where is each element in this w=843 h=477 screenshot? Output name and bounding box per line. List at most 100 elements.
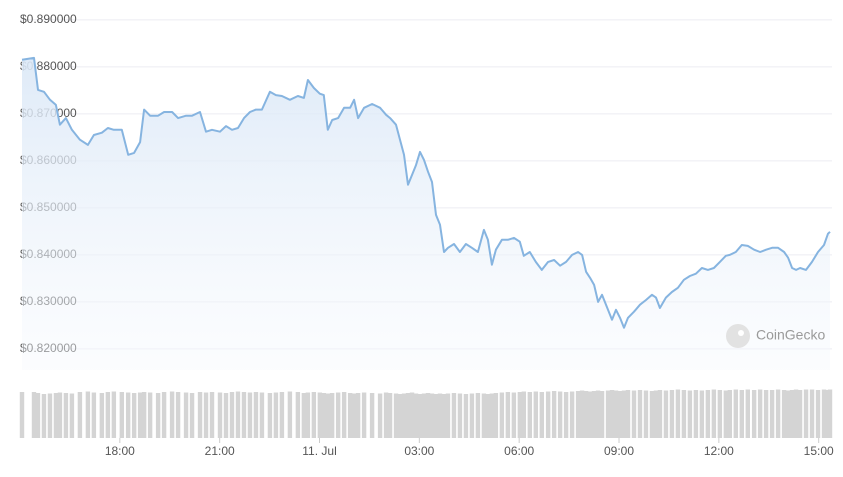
x-tick-label: 18:00	[105, 444, 135, 458]
volume-bar	[583, 391, 589, 438]
volume-bar	[505, 392, 511, 438]
volume-bar	[19, 392, 25, 438]
volume-bar	[273, 392, 279, 438]
volume-bar	[99, 393, 105, 438]
volume-bar	[209, 392, 215, 438]
volume-bar	[317, 392, 323, 438]
volume-bar	[329, 393, 335, 438]
watermark-icon-eye	[738, 330, 744, 336]
volume-bar	[545, 391, 551, 438]
volume-bar	[727, 390, 733, 438]
volume-bar	[31, 392, 37, 438]
x-tick-label: 15:00	[804, 444, 834, 458]
volume-bar	[267, 393, 273, 438]
x-tick-label: 03:00	[404, 444, 434, 458]
volume-bar	[699, 390, 705, 438]
x-tick-label: 09:00	[604, 444, 634, 458]
x-tick-label: 21:00	[205, 444, 235, 458]
volume-bar	[605, 390, 611, 438]
volume-bar	[521, 391, 527, 438]
volume-bar	[797, 390, 803, 438]
volume-bar	[499, 392, 505, 438]
volume-bar	[229, 392, 235, 438]
volume-bar	[69, 393, 75, 438]
watermark: CoinGecko	[726, 324, 825, 348]
volume-bar	[169, 391, 175, 438]
volume-bar	[325, 393, 331, 438]
volume-bar	[401, 393, 407, 438]
volume-bar	[617, 391, 623, 438]
volume-bar	[613, 390, 619, 438]
volume-bar	[675, 389, 681, 438]
volume-bar	[105, 392, 111, 438]
volume-bar	[595, 390, 601, 438]
volume-bar	[351, 393, 357, 438]
volume-bar	[321, 393, 327, 438]
volume-bar	[413, 393, 419, 438]
volume-bar	[687, 390, 693, 438]
volume-bar	[539, 392, 545, 438]
volume-bar	[793, 389, 799, 438]
volume-bar	[141, 392, 147, 438]
volume-bar	[757, 389, 763, 438]
volume-bar	[809, 389, 815, 438]
volume-bar	[511, 392, 517, 438]
volume-bar	[361, 392, 367, 438]
volume-bar	[669, 390, 675, 438]
volume-bar	[785, 390, 791, 438]
volume-bar	[197, 392, 203, 438]
volume-bar	[301, 393, 307, 438]
volume-bar	[421, 393, 427, 438]
volume-bar	[717, 390, 723, 438]
volume-bar	[85, 391, 91, 438]
volume-bar	[417, 394, 423, 438]
volume-bar	[575, 391, 581, 438]
volume-bar	[217, 392, 223, 438]
volume-bar	[485, 394, 491, 438]
volume-bar	[587, 391, 593, 438]
volume-bar	[397, 394, 403, 438]
volume-bar	[279, 392, 285, 438]
volume-bar	[723, 390, 729, 438]
volume-bar	[377, 393, 383, 438]
volume-bar	[119, 392, 125, 438]
volume-bar	[591, 391, 597, 438]
volume-bar	[789, 390, 795, 438]
volume-bar	[469, 393, 475, 438]
volume-bar	[433, 394, 439, 438]
volume-bar	[451, 393, 457, 438]
volume-bar	[563, 392, 569, 438]
volume-bar	[827, 389, 833, 438]
volume-bar	[131, 393, 137, 438]
volume-bar	[409, 392, 415, 438]
x-tick-label: 11. Jul	[302, 444, 336, 458]
volume-bar	[383, 392, 389, 438]
volume-bar	[733, 389, 739, 438]
volume-bar	[745, 389, 751, 438]
volume-bar	[803, 389, 809, 438]
volume-bar	[35, 393, 41, 438]
volume-bar	[335, 392, 341, 438]
volume-bar	[705, 390, 711, 438]
volume-bar	[253, 392, 259, 438]
volume-bar	[161, 392, 167, 438]
volume-bar	[457, 393, 463, 438]
volume-bar	[295, 392, 301, 438]
volume-bar	[311, 392, 317, 438]
volume-bar	[125, 392, 131, 438]
volume-bar	[355, 393, 361, 438]
volume-bar	[111, 391, 117, 438]
y-tick-label: $0.890000	[20, 12, 77, 26]
volume-bar	[137, 392, 143, 438]
volume-bar	[405, 393, 411, 438]
volume-bar	[781, 390, 787, 438]
volume-bar	[663, 390, 669, 438]
volume-bar	[437, 393, 443, 438]
volume-bar	[247, 392, 253, 438]
volume-bar	[751, 390, 757, 438]
volume-bar	[493, 393, 499, 438]
watermark-icon	[726, 324, 750, 348]
volume-bar	[517, 392, 523, 438]
volume-bar	[63, 393, 69, 438]
